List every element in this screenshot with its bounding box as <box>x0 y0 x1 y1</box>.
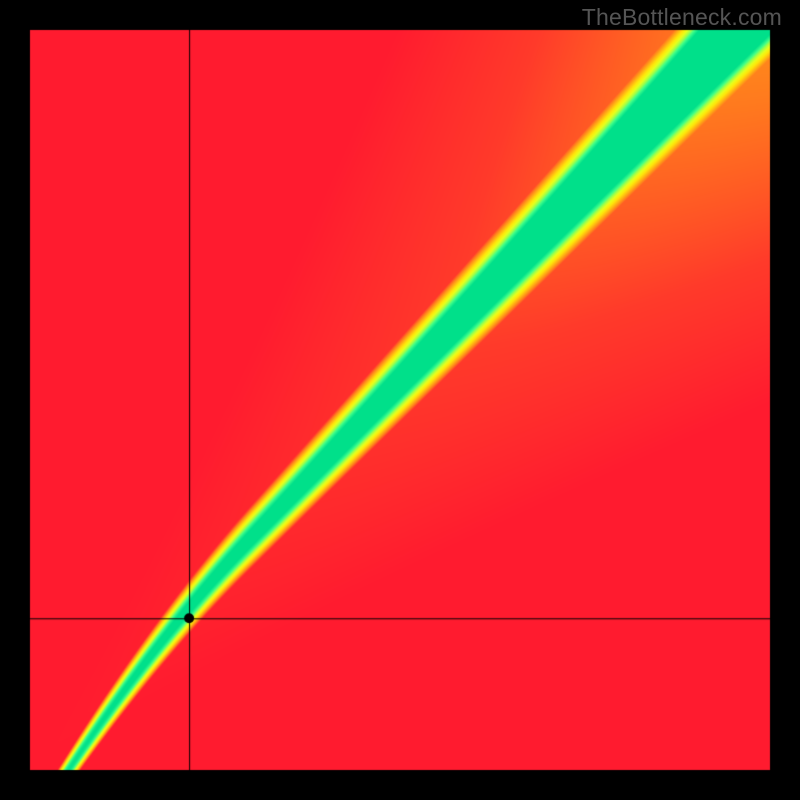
bottleneck-heatmap <box>0 0 800 800</box>
watermark-text: TheBottleneck.com <box>582 4 782 31</box>
chart-container: TheBottleneck.com <box>0 0 800 800</box>
